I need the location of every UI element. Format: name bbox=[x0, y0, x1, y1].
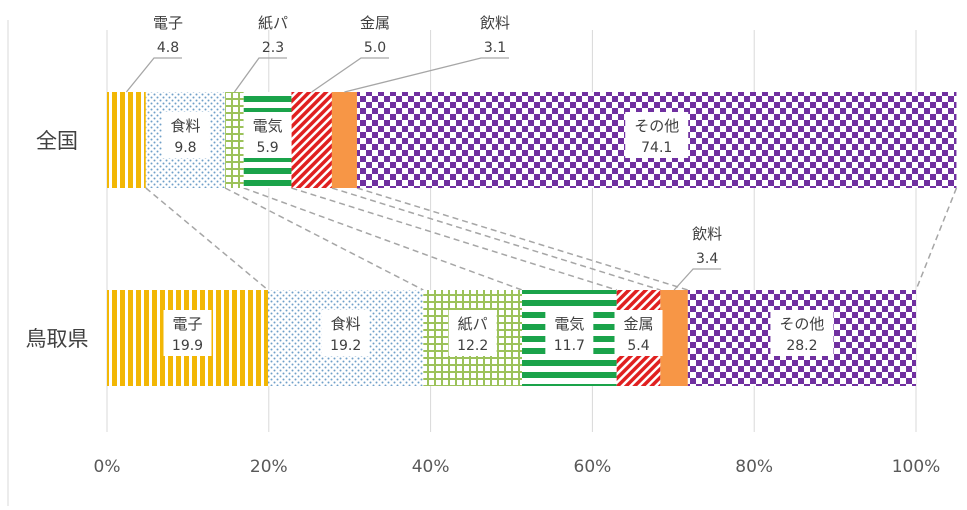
data-label: 食料 9.8 bbox=[161, 112, 210, 158]
data-label-value: 3.1 bbox=[484, 40, 506, 56]
data-label-callout: 飲料 3.4 bbox=[673, 225, 722, 291]
leader-line bbox=[125, 57, 182, 93]
bar-segment bbox=[660, 290, 688, 386]
data-label-name: 電気 bbox=[253, 117, 283, 135]
data-label-name: 紙パ bbox=[258, 14, 288, 32]
data-label-name: 電子 bbox=[172, 315, 202, 333]
leader-line bbox=[311, 57, 389, 93]
series-line bbox=[356, 187, 689, 291]
x-tick-label: 40% bbox=[412, 457, 450, 477]
data-label: 紙パ 12.2 bbox=[448, 310, 497, 356]
series-line bbox=[291, 187, 617, 291]
x-tick-label: 20% bbox=[250, 457, 288, 477]
data-label-name: 電子 bbox=[153, 14, 183, 32]
data-label-box bbox=[545, 310, 594, 356]
bar-segment bbox=[291, 92, 332, 188]
data-label: 金属 5.4 bbox=[614, 310, 663, 356]
x-tick-label: 0% bbox=[94, 457, 121, 477]
data-label-value: 2.3 bbox=[262, 40, 284, 56]
data-label: 電気 11.7 bbox=[545, 310, 594, 356]
category-label: 全国 bbox=[36, 129, 78, 153]
x-tick-label: 60% bbox=[574, 457, 612, 477]
data-label-name: 食料 bbox=[170, 117, 200, 135]
data-label-value: 12.2 bbox=[457, 338, 488, 354]
data-label-callout: 紙パ 2.3 bbox=[233, 14, 288, 93]
data-label-box bbox=[243, 112, 292, 158]
data-label-box bbox=[614, 310, 663, 356]
data-label-box bbox=[448, 310, 497, 356]
bar-segment bbox=[107, 92, 146, 188]
data-label: 食料 19.2 bbox=[321, 310, 370, 356]
data-label-name: 紙パ bbox=[458, 315, 488, 333]
data-label-value: 4.8 bbox=[157, 40, 179, 56]
data-label: 電子 19.9 bbox=[163, 310, 212, 356]
x-tick-label: 80% bbox=[735, 457, 773, 477]
data-label-name: その他 bbox=[779, 315, 824, 333]
data-label: その他 74.1 bbox=[625, 112, 689, 158]
data-labels: 電子 4.8 食料 9.8 紙パ 2.3 電気 5.9 金属 5.0 飲料 3.1 その他 74.1 電子 1… bbox=[125, 14, 834, 356]
bars bbox=[107, 92, 957, 386]
leader-line bbox=[673, 268, 722, 291]
data-label-value: 11.7 bbox=[554, 338, 585, 354]
data-label-name: 食料 bbox=[331, 315, 361, 333]
data-label-value: 9.8 bbox=[174, 140, 196, 156]
bar-segment bbox=[225, 92, 244, 188]
data-label-value: 28.2 bbox=[786, 338, 817, 354]
data-label-value: 19.2 bbox=[330, 338, 361, 354]
data-label-name: 飲料 bbox=[692, 225, 722, 243]
bar-segment bbox=[331, 92, 357, 188]
data-label-value: 5.9 bbox=[256, 140, 278, 156]
data-label-name: 電気 bbox=[554, 315, 584, 333]
series-line bbox=[331, 187, 661, 291]
series-lines bbox=[145, 187, 958, 291]
data-label-callout: 金属 5.0 bbox=[311, 14, 390, 93]
data-label-value: 19.9 bbox=[172, 338, 203, 354]
data-label-name: 金属 bbox=[624, 315, 654, 333]
data-label-callout: 飲料 3.1 bbox=[344, 14, 510, 93]
category-label: 鳥取県 bbox=[26, 327, 89, 351]
x-tick-label: 100% bbox=[892, 457, 941, 477]
data-label-name: 飲料 bbox=[480, 14, 510, 32]
data-label-box bbox=[770, 310, 834, 356]
data-label-value: 5.4 bbox=[627, 338, 649, 354]
data-label: 電気 5.9 bbox=[243, 112, 292, 158]
data-label-callout: 電子 4.8 bbox=[125, 14, 183, 93]
data-label-name: 金属 bbox=[360, 14, 390, 32]
leader-line bbox=[233, 57, 287, 93]
data-label-box bbox=[625, 112, 689, 158]
leader-line bbox=[344, 57, 509, 93]
data-label-name: その他 bbox=[634, 117, 679, 135]
data-label: その他 28.2 bbox=[770, 310, 834, 356]
data-label-value: 74.1 bbox=[641, 140, 672, 156]
series-line bbox=[224, 187, 424, 291]
series-line bbox=[915, 187, 958, 291]
data-label-box bbox=[321, 310, 370, 356]
data-label-value: 3.4 bbox=[696, 251, 718, 267]
series-line bbox=[145, 187, 269, 291]
data-label-value: 5.0 bbox=[364, 40, 386, 56]
data-label-box bbox=[161, 112, 210, 158]
data-label-box bbox=[163, 310, 212, 356]
